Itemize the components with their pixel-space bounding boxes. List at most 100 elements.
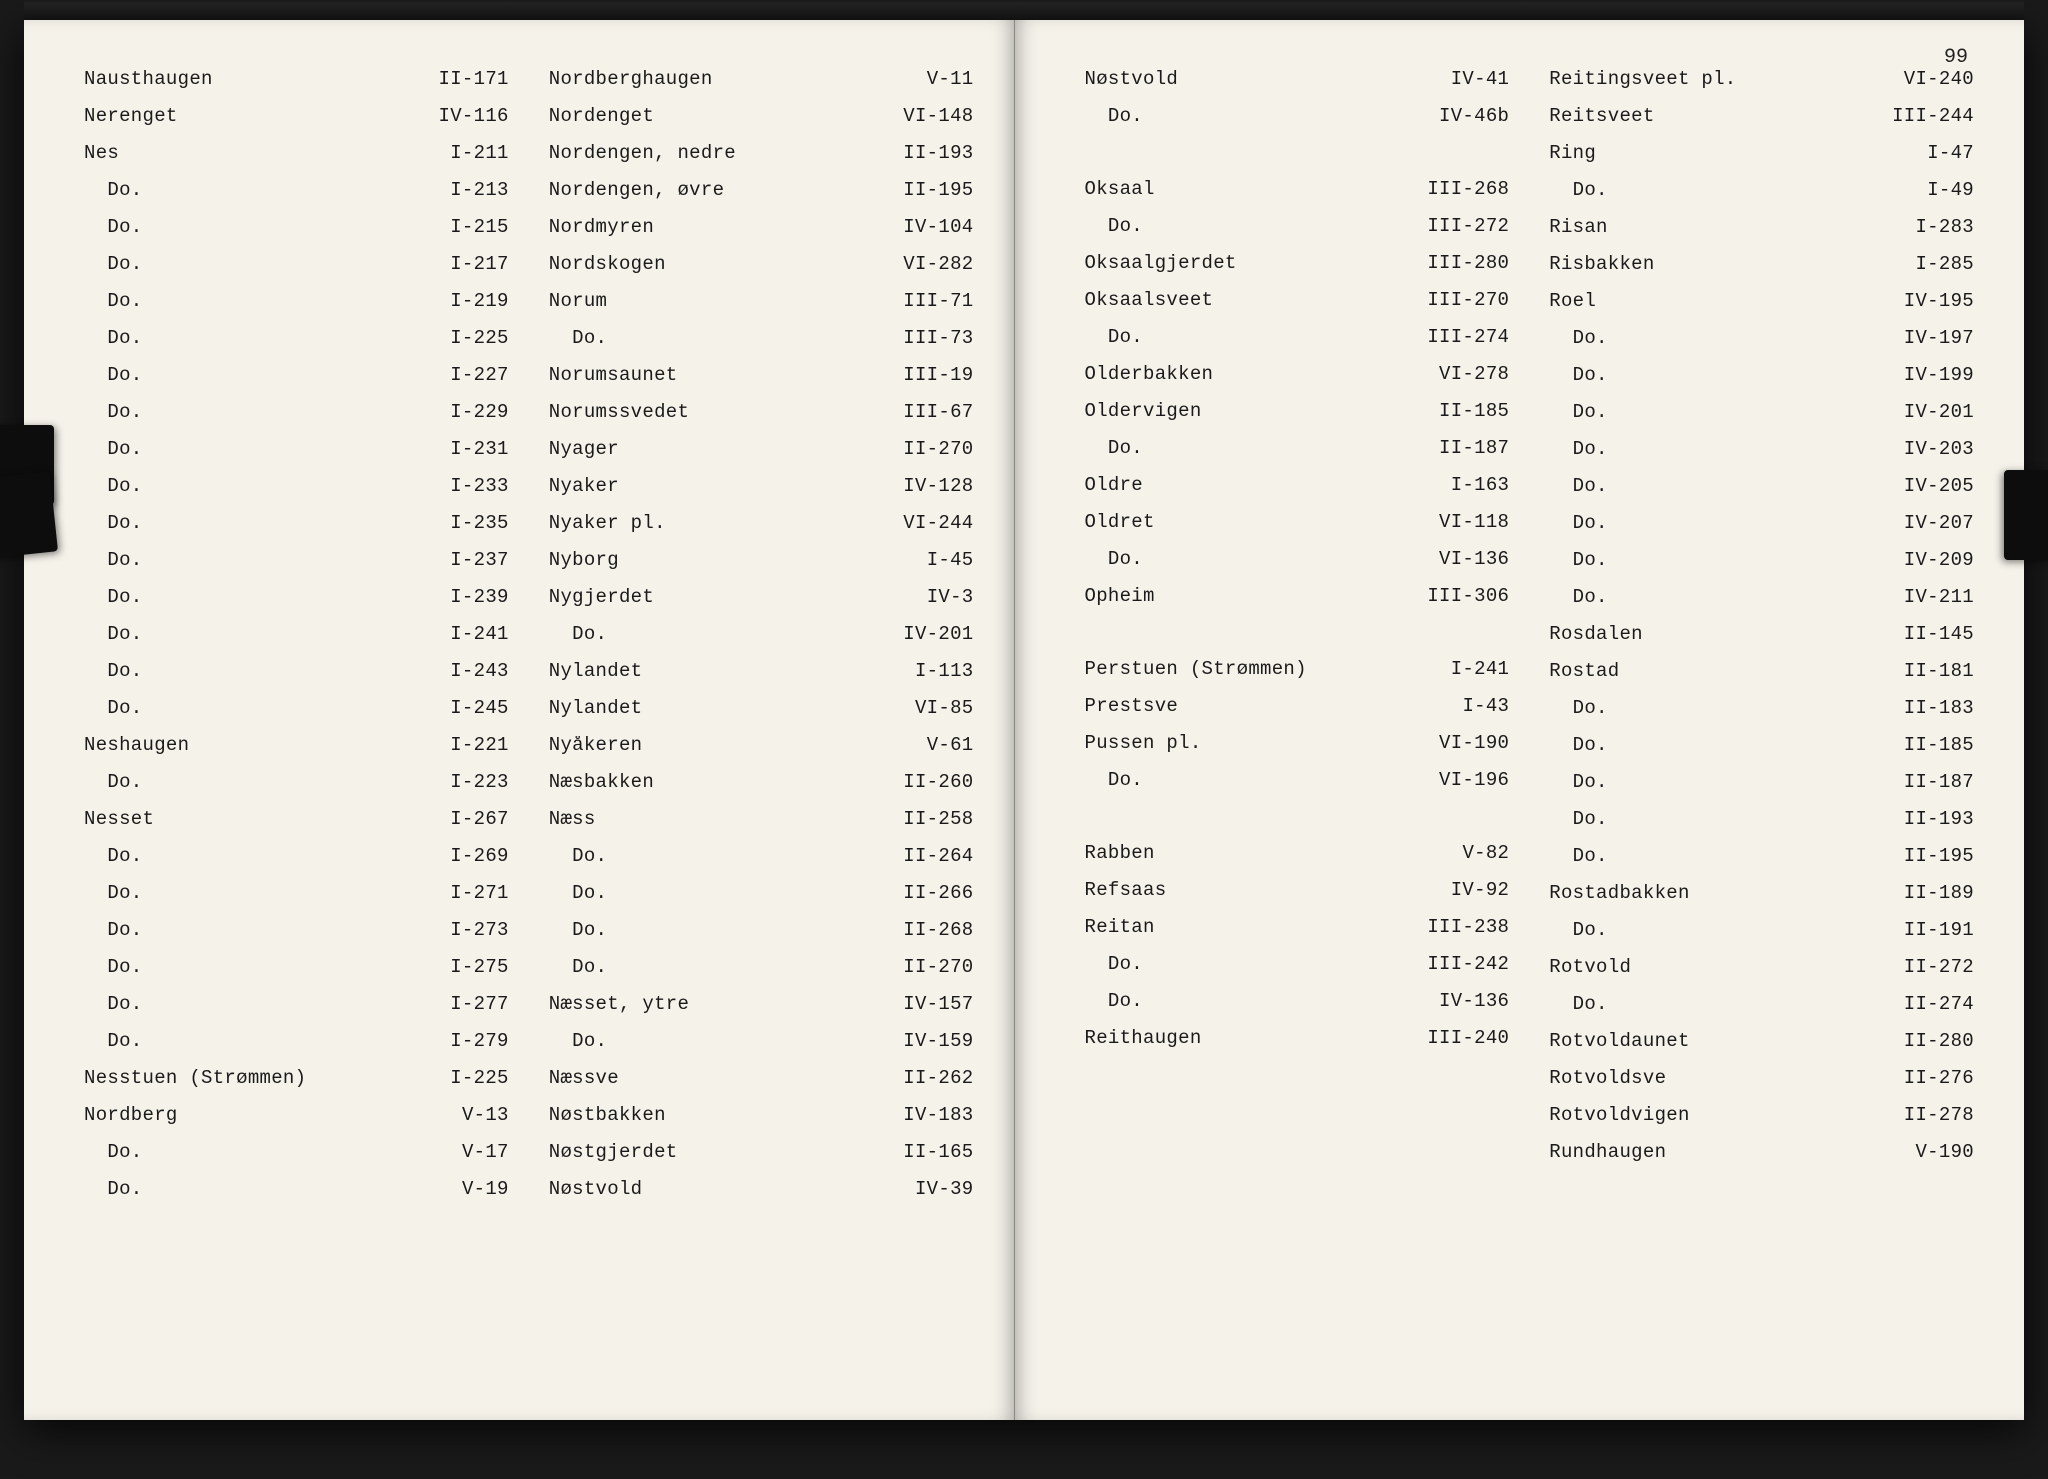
entry-name: Oksaal (1085, 180, 1418, 199)
index-entry: Do.I-271 (84, 884, 509, 903)
entry-reference: IV-39 (905, 1180, 974, 1199)
index-entry: Do.I-239 (84, 588, 509, 607)
entry-name: Do. (1085, 439, 1430, 458)
index-entry: Do.VI-196 (1085, 771, 1510, 790)
entry-reference: I-279 (440, 1032, 509, 1051)
entry-name: Neshaugen (84, 736, 440, 755)
entry-name: Do. (84, 1180, 452, 1199)
entry-reference: II-185 (1894, 736, 1974, 755)
entry-name: Do. (84, 551, 440, 570)
left-page-col1: NausthaugenII-171NerengetIV-116NesI-211 … (84, 70, 509, 1217)
entry-reference: V-19 (452, 1180, 509, 1199)
index-entry: NøstvoldIV-41 (1085, 70, 1510, 89)
binder-clip-icon (2004, 470, 2048, 560)
entry-reference: II-193 (1894, 810, 1974, 829)
entry-reference: VI-196 (1429, 771, 1509, 790)
entry-name: Nyager (549, 440, 894, 459)
right-page-columns: NøstvoldIV-41 Do.IV-46bOksaalIII-268 Do.… (1085, 70, 1975, 1180)
entry-name: Nylandet (549, 699, 905, 718)
entry-reference: V-61 (917, 736, 974, 755)
index-entry: Do.I-215 (84, 218, 509, 237)
index-entry: RundhaugenV-190 (1549, 1143, 1974, 1162)
binder-clip-icon (0, 472, 58, 559)
top-edge-shadow (24, 0, 2024, 20)
right-page-col2: Reitingsveet pl.VI-240ReitsveetIII-244Ri… (1549, 70, 1974, 1180)
index-entry: Do.IV-46b (1085, 107, 1510, 126)
entry-name: Ring (1549, 144, 1917, 163)
index-entry: Do.III-242 (1085, 955, 1510, 974)
entry-reference: IV-3 (917, 588, 974, 607)
entry-reference: V-13 (452, 1106, 509, 1125)
entry-reference: I-113 (905, 662, 974, 681)
entry-reference: V-11 (917, 70, 974, 89)
index-entry: RingI-47 (1549, 144, 1974, 163)
index-entry: Do.I-217 (84, 255, 509, 274)
index-entry: ReithaugenIII-240 (1085, 1029, 1510, 1048)
entry-name: Nerenget (84, 107, 429, 126)
index-entry: NeshaugenI-221 (84, 736, 509, 755)
entry-name: Rostadbakken (1549, 884, 1894, 903)
entry-name: Næsset, ytre (549, 995, 894, 1014)
index-entry: Pussen pl.VI-190 (1085, 734, 1510, 753)
entry-name: Do. (1549, 921, 1894, 940)
entry-name: Risan (1549, 218, 1905, 237)
index-entry: NerengetIV-116 (84, 107, 509, 126)
index-entry: Do.I-49 (1549, 181, 1974, 200)
entry-reference: II-266 (893, 884, 973, 903)
entry-name: Do. (549, 884, 894, 903)
index-entry: RostadbakkenII-189 (1549, 884, 1974, 903)
entry-name: Norumssvedet (549, 403, 894, 422)
index-entry: NylandetVI-85 (549, 699, 974, 718)
entry-reference: IV-46b (1429, 107, 1509, 126)
entry-reference: IV-116 (429, 107, 509, 126)
entry-name: Nausthaugen (84, 70, 429, 89)
index-entry: Do.II-187 (1549, 773, 1974, 792)
index-entry: Do.I-219 (84, 292, 509, 311)
index-entry: Do.III-272 (1085, 217, 1510, 236)
entry-reference: I-277 (440, 995, 509, 1014)
entry-reference: I-241 (1441, 660, 1510, 679)
index-entry: Do.V-17 (84, 1143, 509, 1162)
entry-name: Pussen pl. (1085, 734, 1430, 753)
entry-name: Rundhaugen (1549, 1143, 1905, 1162)
entry-name: Nordberg (84, 1106, 452, 1125)
entry-name: Rabben (1085, 844, 1453, 863)
index-entry: Do.II-264 (549, 847, 974, 866)
index-entry: NordbergV-13 (84, 1106, 509, 1125)
index-entry: Do.IV-205 (1549, 477, 1974, 496)
entry-reference: I-221 (440, 736, 509, 755)
index-entry: NausthaugenII-171 (84, 70, 509, 89)
entry-reference: II-193 (893, 144, 973, 163)
entry-reference: IV-92 (1441, 881, 1510, 900)
entry-reference: III-244 (1882, 107, 1974, 126)
entry-reference: I-239 (440, 588, 509, 607)
index-entry: Do.IV-199 (1549, 366, 1974, 385)
entry-name: Rotvoldvigen (1549, 1106, 1894, 1125)
entry-reference: II-280 (1894, 1032, 1974, 1051)
entry-reference: II-145 (1894, 625, 1974, 644)
entry-reference: I-237 (440, 551, 509, 570)
entry-reference: I-211 (440, 144, 509, 163)
entry-reference: VI-148 (893, 107, 973, 126)
entry-name: Do. (1549, 551, 1894, 570)
entry-name: Do. (1549, 440, 1894, 459)
entry-name: Nyaker (549, 477, 894, 496)
entry-name: Do. (84, 440, 440, 459)
entry-name: Do. (1085, 992, 1430, 1011)
entry-reference: IV-197 (1894, 329, 1974, 348)
entry-reference: I-241 (440, 625, 509, 644)
entry-reference: VI-190 (1429, 734, 1509, 753)
entry-name: Næss (549, 810, 894, 829)
index-entry: Do.IV-201 (1549, 403, 1974, 422)
entry-reference: III-73 (893, 329, 973, 348)
entry-reference: IV-41 (1441, 70, 1510, 89)
entry-name: Oldre (1085, 476, 1441, 495)
entry-reference: VI-244 (893, 514, 973, 533)
entry-reference: IV-159 (893, 1032, 973, 1051)
entry-reference: II-264 (893, 847, 973, 866)
entry-name: Oldret (1085, 513, 1430, 532)
index-entry: NygjerdetIV-3 (549, 588, 974, 607)
entry-reference: I-245 (440, 699, 509, 718)
index-entry: ReitanIII-238 (1085, 918, 1510, 937)
index-entry: Do.II-268 (549, 921, 974, 940)
